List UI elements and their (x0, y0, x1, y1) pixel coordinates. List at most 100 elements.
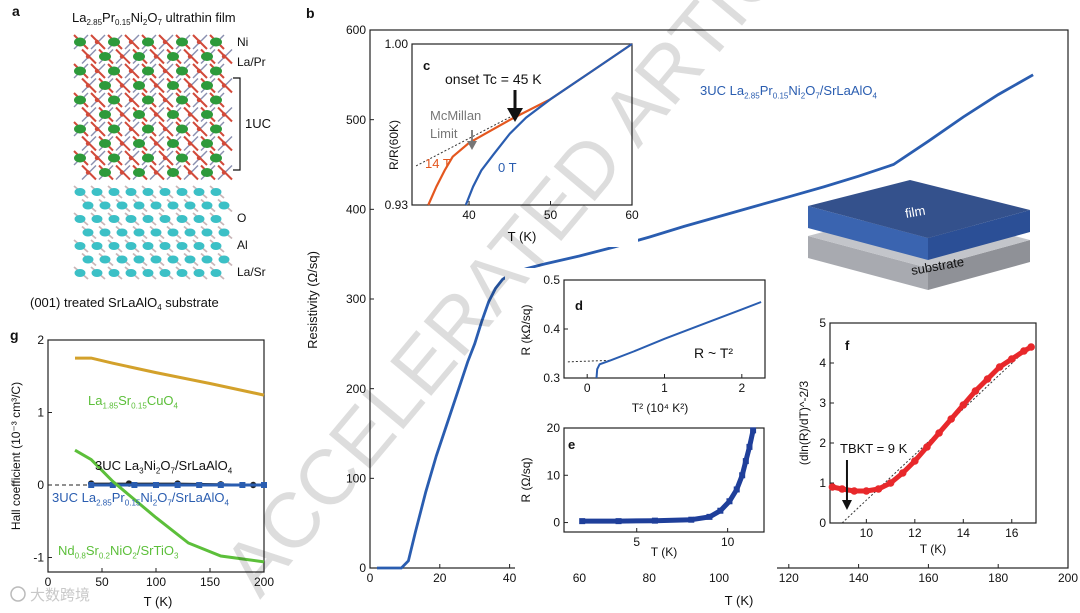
la-sr-atom (91, 188, 103, 196)
la-sr-atom (201, 255, 213, 264)
brand-logo: 大数跨境 (10, 586, 90, 604)
text-part: 7 (167, 499, 172, 508)
y-axis-label: Hall coefficient (10⁻³ cm³/C) (9, 382, 23, 530)
y-tick-label: 0 (819, 516, 826, 530)
x-tick-label: 160 (918, 571, 938, 585)
panel-label-g: g (10, 327, 19, 343)
text-part: 2 (132, 552, 137, 561)
data-point (579, 518, 586, 525)
title-part: 0.15 (115, 18, 131, 27)
panel-a-title: La2.85Pr0.15Ni2O7 ultrathin film (72, 10, 236, 27)
la-sr-atom (167, 201, 179, 210)
y-tick-label: 2 (37, 333, 44, 347)
data-point (750, 427, 757, 434)
data-point (911, 457, 919, 465)
la-sr-atom (218, 228, 230, 237)
series-line (464, 43, 633, 206)
la-pr-atom (74, 37, 86, 47)
label-1uc: 1UC (245, 116, 271, 131)
la-sr-atom (210, 242, 222, 250)
la-sr-atom (150, 201, 162, 210)
la-sr-atom (176, 188, 188, 196)
o-atom (85, 141, 91, 146)
label-la-pr: La/Pr (237, 55, 266, 69)
x-tick-label: 200 (254, 575, 274, 589)
la-sr-atom (116, 228, 128, 237)
text-part: 2 (801, 92, 806, 101)
o-atom (153, 112, 159, 117)
y-tick-label: 4 (819, 356, 826, 370)
y-tick-label: 0.93 (385, 198, 409, 212)
data-point (651, 517, 658, 524)
la-pr-atom (176, 95, 188, 105)
text-part: 0.2 (99, 552, 111, 561)
la-sr-atom (159, 188, 171, 196)
la-sr-atom (91, 269, 103, 277)
o-atom (196, 68, 202, 74)
text-part: O (157, 490, 167, 505)
extrapolation-line (415, 112, 519, 167)
text-part: Ni (788, 83, 800, 98)
la-pr-atom (74, 124, 86, 134)
o-atom (162, 68, 168, 74)
text-part: 2.85 (96, 499, 112, 508)
data-point (131, 482, 138, 488)
la-sr-atom (142, 215, 154, 223)
la-pr-atom (176, 124, 188, 134)
la-sr-atom (159, 242, 171, 250)
logo-text: 大数跨境 (30, 586, 90, 604)
uc-bracket (233, 77, 241, 171)
y-tick-label: 300 (346, 292, 366, 306)
la-sr-atom (91, 215, 103, 223)
legend-lno: 3UC La3Ni2O7/SrLaAlO4 (95, 458, 233, 476)
data-point (995, 363, 1004, 371)
la-sr-atom (125, 215, 137, 223)
o-atom (196, 126, 202, 132)
data-point (898, 469, 907, 477)
panel-label-d: d (575, 298, 583, 313)
text-part: 7 (815, 92, 820, 101)
o-atom (196, 155, 202, 161)
inset-d-r-vs-t2: 0 1 2 0.3 0.4 0.5 d R ~ T² T² (10⁴ K²) R (kΩ/sq) (505, 268, 770, 418)
la-sr-atom (82, 228, 94, 237)
title-part: O (147, 10, 157, 25)
series-label: 3UC La2.85Pr0.15Ni2O7/SrLaAlO4 (700, 83, 878, 101)
crystal-structure-panel: La2.85Pr0.15Ni2O7 ultrathin film Ni La/P… (30, 10, 271, 312)
data-point (706, 513, 713, 520)
x-tick-label: 2 (738, 381, 745, 395)
label-la-sr: La/Sr (237, 265, 266, 279)
la-sr-atom (184, 255, 196, 264)
o-atom (85, 83, 91, 88)
la-pr-atom (108, 124, 120, 134)
legend-0t: 0 T (498, 160, 517, 175)
film-top (808, 180, 1030, 238)
label-o: O (237, 211, 246, 225)
data-point (261, 482, 267, 488)
title-part: Pr (102, 10, 116, 25)
o-atom (162, 126, 168, 132)
y-tick-label: 3 (819, 396, 826, 410)
x-tick-label: 5 (633, 535, 640, 549)
legend-14t: 14 T (425, 156, 451, 171)
y-tick-label: 1 (37, 406, 44, 420)
text-part: Nd (58, 543, 75, 558)
data-point (688, 516, 695, 523)
o-atom (221, 141, 227, 146)
text-part: 2 (156, 467, 161, 476)
la-pr-atom (142, 124, 154, 134)
text-part: 4 (228, 467, 233, 476)
la-pr-atom (210, 124, 222, 134)
la-sr-atom (150, 255, 162, 264)
o-atom (119, 112, 125, 117)
x-tick-label: 140 (849, 571, 869, 585)
series-line (595, 301, 762, 379)
la-pr-atom (99, 52, 111, 61)
data-point (733, 486, 740, 493)
text-part: /SrLaAlO (175, 458, 228, 473)
axes-frame (411, 43, 633, 206)
legend-lpno: 3UC La2.85Pr0.15Ni2O7/SrLaAlO4 (52, 490, 230, 508)
tbkt-arrow-head (841, 500, 852, 510)
data-point (174, 482, 181, 488)
text-part: 3 (174, 552, 179, 561)
